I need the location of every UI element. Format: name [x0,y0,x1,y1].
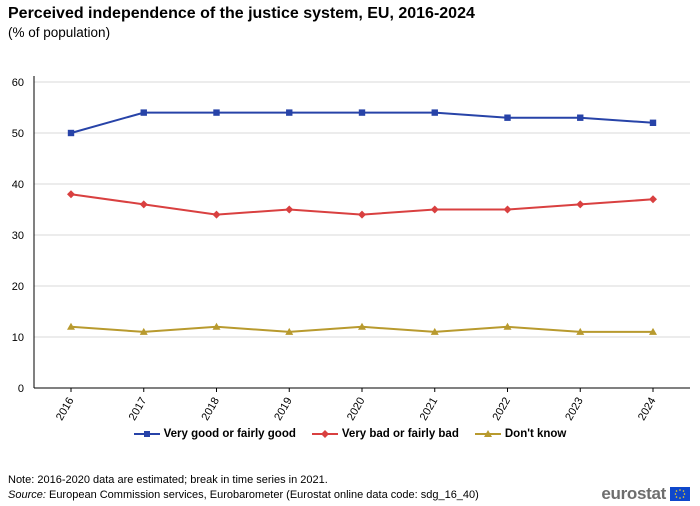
x-tick-label: 2021 [418,396,441,423]
data-point-diamond [285,205,294,214]
y-tick-label: 40 [12,179,24,191]
data-point-square [67,129,75,137]
data-point-square [286,109,293,116]
eurostat-logo: eurostat [601,484,690,504]
legend-marker-triangle-icon [474,430,501,437]
y-tick-label: 50 [12,128,24,140]
source-label: Source: [8,489,46,501]
legend-item-very-good: Very good or fairly good [133,428,296,440]
data-point-diamond [67,190,75,199]
data-point-triangle [212,322,221,330]
chart-subtitle: (% of population) [8,25,111,40]
data-point-triangle [503,322,512,330]
data-point-triangle [358,322,366,330]
data-point-square [649,119,657,126]
chart-title: Perceived independence of the justice sy… [8,5,475,22]
data-point-square [504,114,511,121]
x-tick-label: 2023 [563,396,586,423]
data-point-triangle [139,327,148,335]
data-point-diamond [649,195,657,204]
data-point-square [358,109,366,116]
chart-legend: Very good or fairly good Very bad or fai… [0,428,700,440]
data-point-triangle [649,327,657,335]
data-point-triangle [67,322,75,330]
y-tick-label: 20 [12,281,24,293]
logo-text: eurostat [601,484,666,503]
x-tick-label: 2018 [199,396,222,423]
line-chart: 0 10 20 30 40 50 60 2016 2017 2018 2019 2020 2021 202… [12,76,690,423]
legend-item-dont-know: Don't know [474,428,567,440]
data-point-diamond [212,210,221,219]
source-text: European Commission services, Eurobarome… [45,489,479,501]
x-tick-label: 2016 [54,396,77,423]
x-tick-label: 2019 [272,396,295,423]
data-point-diamond [430,205,439,214]
data-point-triangle [576,327,585,335]
y-tick-label: 30 [12,230,24,242]
data-point-square [431,109,438,116]
footnote: Note: 2016-2020 data are estimated; brea… [8,474,328,486]
data-point-diamond [576,200,585,209]
legend-label-very-bad: Very bad or fairly bad [341,428,459,440]
legend-item-very-bad: Very bad or fairly bad [311,428,459,440]
x-tick-label: 2022 [490,396,513,423]
y-tick-label: 0 [18,383,24,395]
legend-label-very-good: Very good or fairly good [163,428,296,440]
legend-marker-diamond-icon [311,430,338,438]
source-line: Source: European Commission services, Eu… [8,489,479,501]
data-point-square [140,109,147,116]
y-tick-label: 60 [12,77,24,89]
y-tick-label: 10 [12,332,24,344]
data-point-diamond [503,205,512,214]
x-tick-label: 2024 [636,396,659,423]
data-point-square [577,114,584,121]
legend-label-dont-know: Don't know [504,428,567,440]
legend-marker-square-icon [133,431,160,437]
data-point-triangle [285,327,294,335]
x-tick-label: 2020 [345,396,368,423]
data-point-diamond [139,200,148,209]
data-point-diamond [358,210,366,219]
eu-flag-icon [670,487,690,501]
data-point-square [213,109,220,116]
x-tick-label: 2017 [127,396,150,423]
data-point-triangle [430,327,439,335]
